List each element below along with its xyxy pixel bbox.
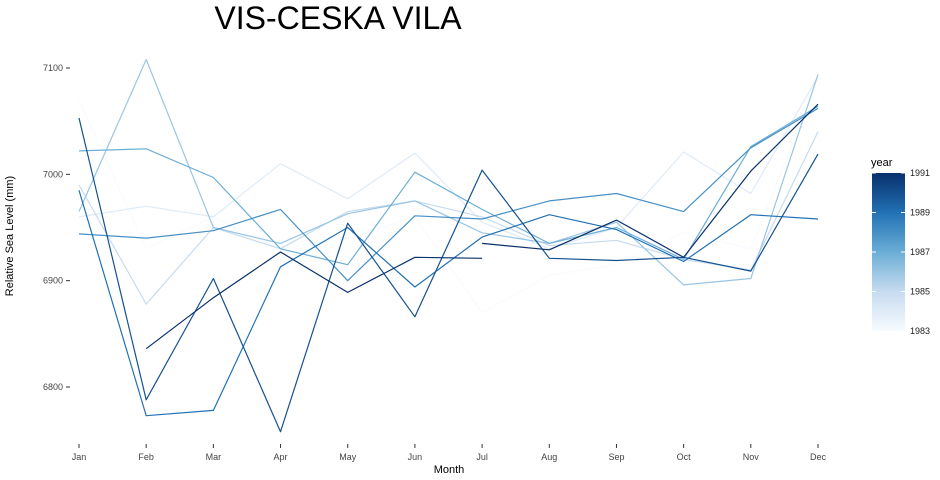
series-lines <box>78 58 819 433</box>
x-tick-label: Oct <box>677 452 692 462</box>
y-axis-title: Relative Sea Level (mm) <box>4 176 16 296</box>
legend-tick-label: 1987 <box>910 247 930 257</box>
x-tick-label: Jul <box>476 452 488 462</box>
series-line <box>78 107 819 282</box>
legend-title: year <box>871 157 893 169</box>
series-line <box>78 58 819 286</box>
x-tick-label: Dec <box>810 452 827 462</box>
y-tick-label: 7000 <box>43 169 63 179</box>
y-axis: 6800 6900 7000 7100 <box>43 63 70 392</box>
legend-ticks: 1983 1985 1987 1989 1991 <box>872 168 930 336</box>
x-tick-label: Sep <box>608 452 624 462</box>
series-line <box>78 76 819 250</box>
x-tick-label: Apr <box>274 452 288 462</box>
x-tick-label: May <box>339 452 357 462</box>
series-line <box>78 131 819 305</box>
series-line <box>78 190 819 417</box>
x-axis: Jan Feb Mar Apr May Jun Jul Aug Sep Oct Nov Dec <box>72 444 827 462</box>
x-tick-label: Nov <box>743 452 760 462</box>
x-tick-label: Feb <box>138 452 154 462</box>
x-axis-title: Month <box>434 464 465 476</box>
legend: year 1983 1985 1987 1989 1991 <box>871 157 930 336</box>
legend-tick-label: 1991 <box>910 168 930 178</box>
legend-tick-label: 1985 <box>910 287 930 297</box>
x-tick-label: Aug <box>541 452 557 462</box>
series-line <box>482 103 819 258</box>
chart-title: VIS-CESKA VILA <box>214 0 462 36</box>
series-line <box>145 251 483 350</box>
series-line <box>78 117 819 433</box>
y-tick-label: 7100 <box>43 63 63 73</box>
x-tick-label: Jan <box>72 452 87 462</box>
x-tick-label: Mar <box>206 452 222 462</box>
legend-tick-label: 1989 <box>910 208 930 218</box>
series-line <box>78 105 819 266</box>
legend-colorbar <box>872 173 905 331</box>
y-tick-label: 6800 <box>43 382 63 392</box>
x-tick-label: Jun <box>408 452 423 462</box>
series-line <box>78 78 819 314</box>
y-tick-label: 6900 <box>43 276 63 286</box>
legend-tick-label: 1983 <box>910 326 930 336</box>
